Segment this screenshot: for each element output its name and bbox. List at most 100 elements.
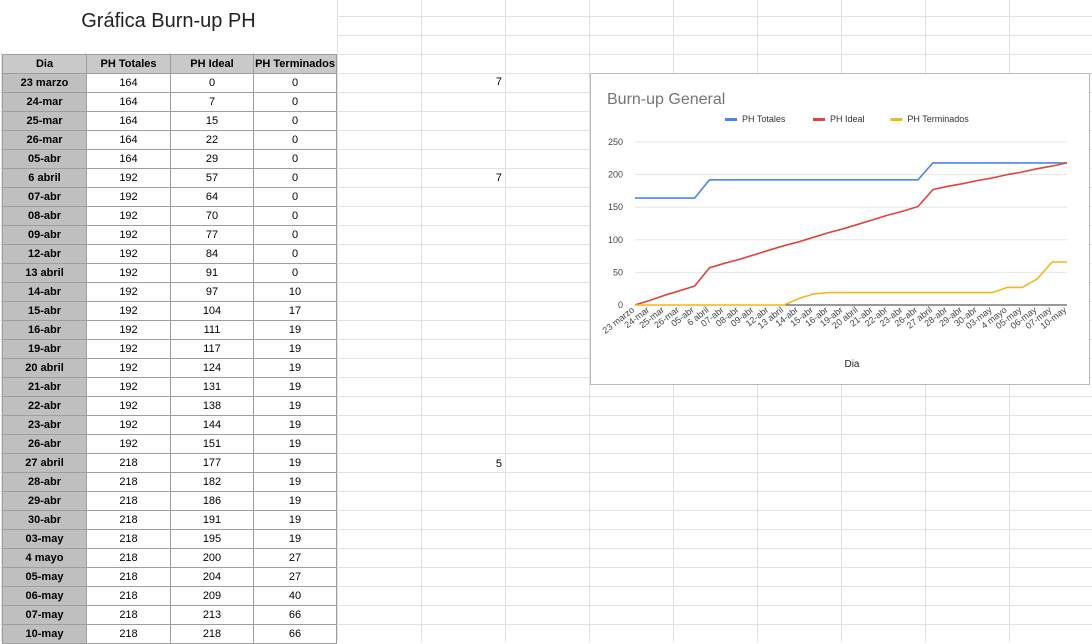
cell-ph-terminados[interactable]: 19: [253, 472, 337, 492]
cell-ph-ideal[interactable]: 204: [170, 567, 254, 587]
cell-ph-terminados[interactable]: 66: [253, 624, 337, 644]
cell-ph-totales[interactable]: 218: [86, 529, 171, 549]
cell-ph-terminados[interactable]: 0: [253, 149, 337, 169]
legend-label[interactable]: PH Terminados: [907, 114, 969, 124]
cell-ph-terminados[interactable]: 0: [253, 263, 337, 283]
header-ph-terminados[interactable]: PH Terminados: [253, 54, 337, 74]
cell-ph-totales[interactable]: 218: [86, 491, 171, 511]
cell-ph-totales[interactable]: 164: [86, 130, 171, 150]
cell-ph-terminados[interactable]: 19: [253, 339, 337, 359]
cell-dia[interactable]: 26-abr: [2, 434, 87, 454]
side-value-cell[interactable]: 7: [495, 76, 502, 88]
cell-ph-ideal[interactable]: 111: [170, 320, 254, 340]
cell-ph-terminados[interactable]: 19: [253, 377, 337, 397]
cell-ph-ideal[interactable]: 104: [170, 301, 254, 321]
cell-ph-ideal[interactable]: 138: [170, 396, 254, 416]
cell-ph-ideal[interactable]: 15: [170, 111, 254, 131]
cell-dia[interactable]: 21-abr: [2, 377, 87, 397]
title-cell[interactable]: Gráfica Burn-up PH: [0, 0, 337, 52]
cell-ph-ideal[interactable]: 144: [170, 415, 254, 435]
burnup-chart[interactable]: Burn-up General 0 50 100 150 200 250 23 marzo…: [591, 74, 1089, 384]
cell-ph-totales[interactable]: 192: [86, 320, 171, 340]
cell-ph-totales[interactable]: 192: [86, 244, 171, 264]
side-value-cell[interactable]: 7: [495, 171, 502, 184]
cell-dia[interactable]: 29-abr: [2, 491, 87, 511]
chart-container[interactable]: Burn-up General 0 50 100 150 200 250 23 marzo…: [590, 73, 1090, 385]
cell-ph-totales[interactable]: 164: [86, 73, 171, 93]
series-line-ph-ideal[interactable]: [634, 162, 1068, 306]
cell-dia[interactable]: 4 mayo: [2, 548, 87, 568]
cell-ph-totales[interactable]: 164: [86, 92, 171, 112]
cell-ph-ideal[interactable]: 218: [170, 624, 254, 644]
cell-ph-terminados[interactable]: 17: [253, 301, 337, 321]
cell-ph-totales[interactable]: 218: [86, 586, 171, 606]
cell-ph-totales[interactable]: 192: [86, 282, 171, 302]
cell-dia[interactable]: 23 marzo: [2, 73, 87, 93]
cell-ph-totales[interactable]: 218: [86, 605, 171, 625]
cell-dia[interactable]: 27 abril: [2, 453, 87, 473]
cell-ph-ideal[interactable]: 84: [170, 244, 254, 264]
cell-dia[interactable]: 28-abr: [2, 472, 87, 492]
cell-ph-totales[interactable]: 164: [86, 149, 171, 169]
cell-dia[interactable]: 13 abril: [2, 263, 87, 283]
cell-ph-terminados[interactable]: 27: [253, 548, 337, 568]
cell-ph-ideal[interactable]: 7: [170, 92, 254, 112]
cell-ph-ideal[interactable]: 0: [170, 73, 254, 93]
cell-dia[interactable]: 07-may: [2, 605, 87, 625]
cell-ph-terminados[interactable]: 27: [253, 567, 337, 587]
cell-ph-terminados[interactable]: 0: [253, 168, 337, 188]
cell-ph-ideal[interactable]: 57: [170, 168, 254, 188]
cell-ph-totales[interactable]: 218: [86, 510, 171, 530]
cell-dia[interactable]: 30-abr: [2, 510, 87, 530]
cell-dia[interactable]: 26-mar: [2, 130, 87, 150]
cell-dia[interactable]: 25-mar: [2, 111, 87, 131]
cell-ph-terminados[interactable]: 19: [253, 320, 337, 340]
series-line-ph-terminados[interactable]: [635, 261, 1067, 306]
cell-ph-terminados[interactable]: 0: [253, 225, 337, 245]
cell-dia[interactable]: 16-abr: [2, 320, 87, 340]
cell-ph-terminados[interactable]: 19: [253, 396, 337, 416]
cell-ph-totales[interactable]: 192: [86, 187, 171, 207]
cell-ph-ideal[interactable]: 200: [170, 548, 254, 568]
cell-ph-totales[interactable]: 192: [86, 358, 171, 378]
data-table[interactable]: Dia PH Totales PH Ideal PH Terminados 23…: [2, 54, 337, 644]
cell-ph-ideal[interactable]: 70: [170, 206, 254, 226]
legend-label[interactable]: PH Ideal: [830, 114, 865, 124]
cell-ph-terminados[interactable]: 0: [253, 111, 337, 131]
cell-dia[interactable]: 15-abr: [2, 301, 87, 321]
cell-ph-terminados[interactable]: 19: [253, 510, 337, 530]
cell-dia[interactable]: 23-abr: [2, 415, 87, 435]
cell-dia[interactable]: 22-abr: [2, 396, 87, 416]
cell-dia[interactable]: 03-may: [2, 529, 87, 549]
cell-ph-totales[interactable]: 192: [86, 168, 171, 188]
cell-ph-totales[interactable]: 192: [86, 434, 171, 454]
cell-ph-ideal[interactable]: 151: [170, 434, 254, 454]
cell-ph-ideal[interactable]: 97: [170, 282, 254, 302]
cell-ph-terminados[interactable]: 0: [253, 187, 337, 207]
cell-ph-totales[interactable]: 218: [86, 472, 171, 492]
cell-ph-terminados[interactable]: 0: [253, 244, 337, 264]
cell-ph-ideal[interactable]: 124: [170, 358, 254, 378]
series-line-ph-totales[interactable]: [635, 162, 1067, 199]
cell-dia[interactable]: 06-may: [2, 586, 87, 606]
header-dia[interactable]: Dia: [2, 54, 87, 74]
cell-dia[interactable]: 6 abril: [2, 168, 87, 188]
cell-ph-totales[interactable]: 192: [86, 415, 171, 435]
cell-ph-terminados[interactable]: 0: [253, 92, 337, 112]
cell-ph-terminados[interactable]: 19: [253, 415, 337, 435]
cell-dia[interactable]: 12-abr: [2, 244, 87, 264]
cell-ph-totales[interactable]: 218: [86, 453, 171, 473]
cell-ph-totales[interactable]: 218: [86, 567, 171, 587]
cell-ph-ideal[interactable]: 29: [170, 149, 254, 169]
cell-ph-terminados[interactable]: 19: [253, 491, 337, 511]
side-value-cell[interactable]: 5: [495, 458, 502, 470]
cell-dia[interactable]: 05-abr: [2, 149, 87, 169]
cell-ph-terminados[interactable]: 0: [253, 206, 337, 226]
cell-ph-totales[interactable]: 218: [86, 624, 171, 644]
cell-ph-ideal[interactable]: 195: [170, 529, 254, 549]
cell-ph-ideal[interactable]: 213: [170, 605, 254, 625]
cell-ph-totales[interactable]: 192: [86, 396, 171, 416]
cell-ph-terminados[interactable]: 19: [253, 453, 337, 473]
cell-ph-ideal[interactable]: 91: [170, 263, 254, 283]
cell-ph-ideal[interactable]: 77: [170, 225, 254, 245]
